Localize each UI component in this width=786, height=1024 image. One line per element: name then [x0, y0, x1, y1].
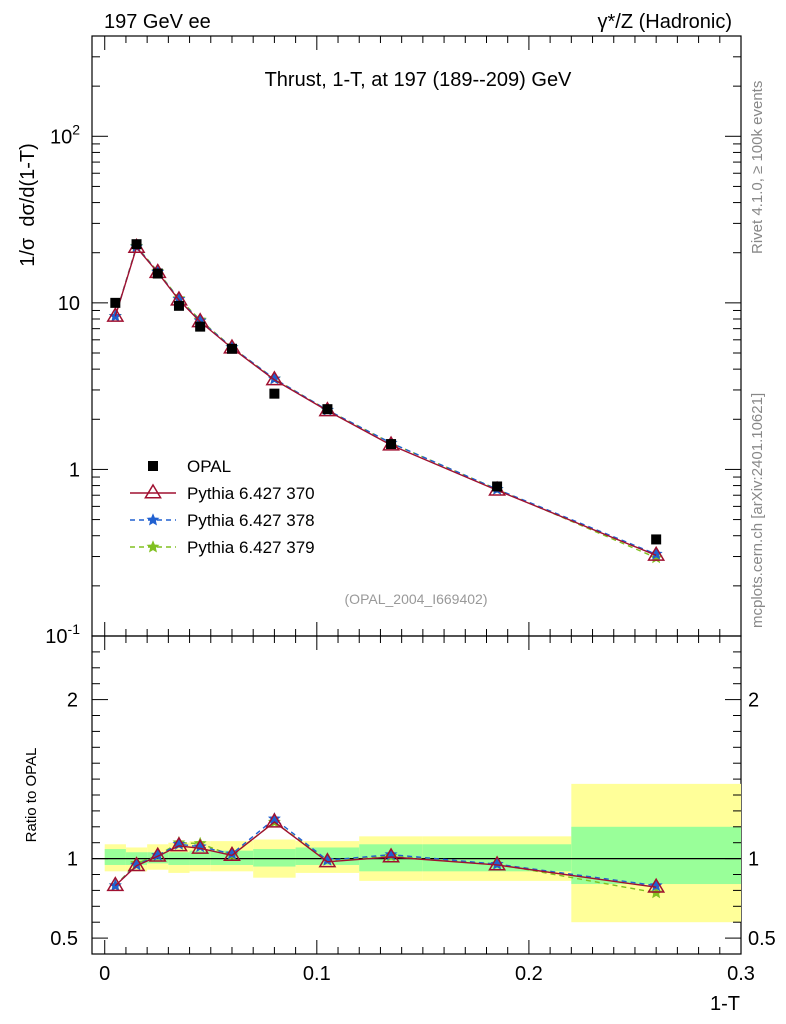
x-tick-label: 0.3 — [727, 963, 755, 985]
data-point — [110, 297, 121, 308]
process-label: γ*/Z (Hadronic) — [598, 11, 732, 33]
ratio-y-tick-label-right: 1 — [748, 849, 759, 871]
data-point — [386, 439, 397, 450]
series-line-2 — [114, 245, 657, 555]
series-line-1 — [114, 246, 657, 556]
mcplots-label: mcplots.cern.ch [arXiv:2401.10621] — [749, 393, 766, 628]
data-point — [492, 481, 503, 492]
ratio-y-tick-label: 1 — [67, 849, 78, 871]
y-tick-label: 10-1 — [45, 621, 80, 648]
y-tick-label: 102 — [50, 121, 80, 148]
ratio-band-inner — [189, 850, 211, 865]
ratio-y-tick-label-right: 0.5 — [748, 928, 776, 950]
y-tick-label: 10 — [58, 293, 80, 315]
ratio-point — [170, 836, 188, 852]
ratio-point — [488, 855, 507, 871]
legend-label: Pythia 6.427 378 — [187, 511, 315, 530]
data-point — [226, 343, 237, 354]
ratio-band-inner — [253, 849, 296, 867]
data-point — [195, 321, 206, 332]
data-point — [322, 404, 333, 415]
x-tick-label: 0 — [99, 963, 110, 985]
y-tick-label: 1 — [69, 459, 80, 481]
ratio-band-inner — [571, 826, 741, 885]
data-point — [651, 534, 662, 545]
ratio-band-inner — [104, 849, 126, 865]
ratio-point — [647, 877, 666, 893]
data-point — [173, 300, 184, 311]
rivet-label: Rivet 4.1.0, ≥ 100k events — [749, 81, 766, 254]
ratio-point — [106, 876, 125, 892]
legend-label: OPAL — [187, 457, 231, 476]
ratio-point — [490, 857, 504, 870]
legend-marker — [146, 540, 160, 553]
ratio-point — [223, 845, 241, 861]
legend-marker — [148, 461, 158, 471]
ratio-point — [265, 812, 284, 828]
ratio-point — [318, 852, 337, 868]
ratio-y-tick-label-right: 2 — [748, 690, 759, 712]
ratio-point — [130, 858, 143, 871]
legend-label: Pythia 6.427 379 — [187, 538, 315, 557]
analysis-id: (OPAL_2004_I669402) — [345, 591, 488, 607]
data-point — [649, 547, 663, 560]
ratio-point — [127, 856, 146, 872]
data-point — [131, 239, 142, 250]
x-axis-label: 1-T — [710, 993, 740, 1015]
chart-title: Thrust, 1-T, at 197 (189--209) GeV — [265, 69, 572, 91]
legend-marker — [146, 513, 160, 526]
data-point — [647, 545, 666, 561]
y-axis-label: 1/σ dσ/d(1-T) — [17, 143, 39, 267]
data-point — [265, 370, 284, 386]
x-tick-label: 0.2 — [515, 963, 543, 985]
ratio-y-tick-label: 2 — [67, 690, 78, 712]
data-point — [106, 306, 125, 322]
ratio-y-axis-label: Ratio to OPAL — [23, 748, 40, 843]
ratio-point — [649, 878, 663, 892]
ratio-point — [191, 838, 210, 854]
legend-marker — [144, 483, 162, 499]
data-point — [152, 268, 163, 279]
ratio-y-tick-label: 0.5 — [50, 928, 78, 950]
data-point — [269, 388, 280, 399]
x-tick-label: 0.1 — [303, 963, 331, 985]
energy-label: 197 GeV ee — [104, 11, 211, 33]
ratio-point — [148, 846, 167, 862]
legend-label: Pythia 6.427 370 — [187, 484, 315, 503]
ratio-point — [382, 847, 400, 863]
